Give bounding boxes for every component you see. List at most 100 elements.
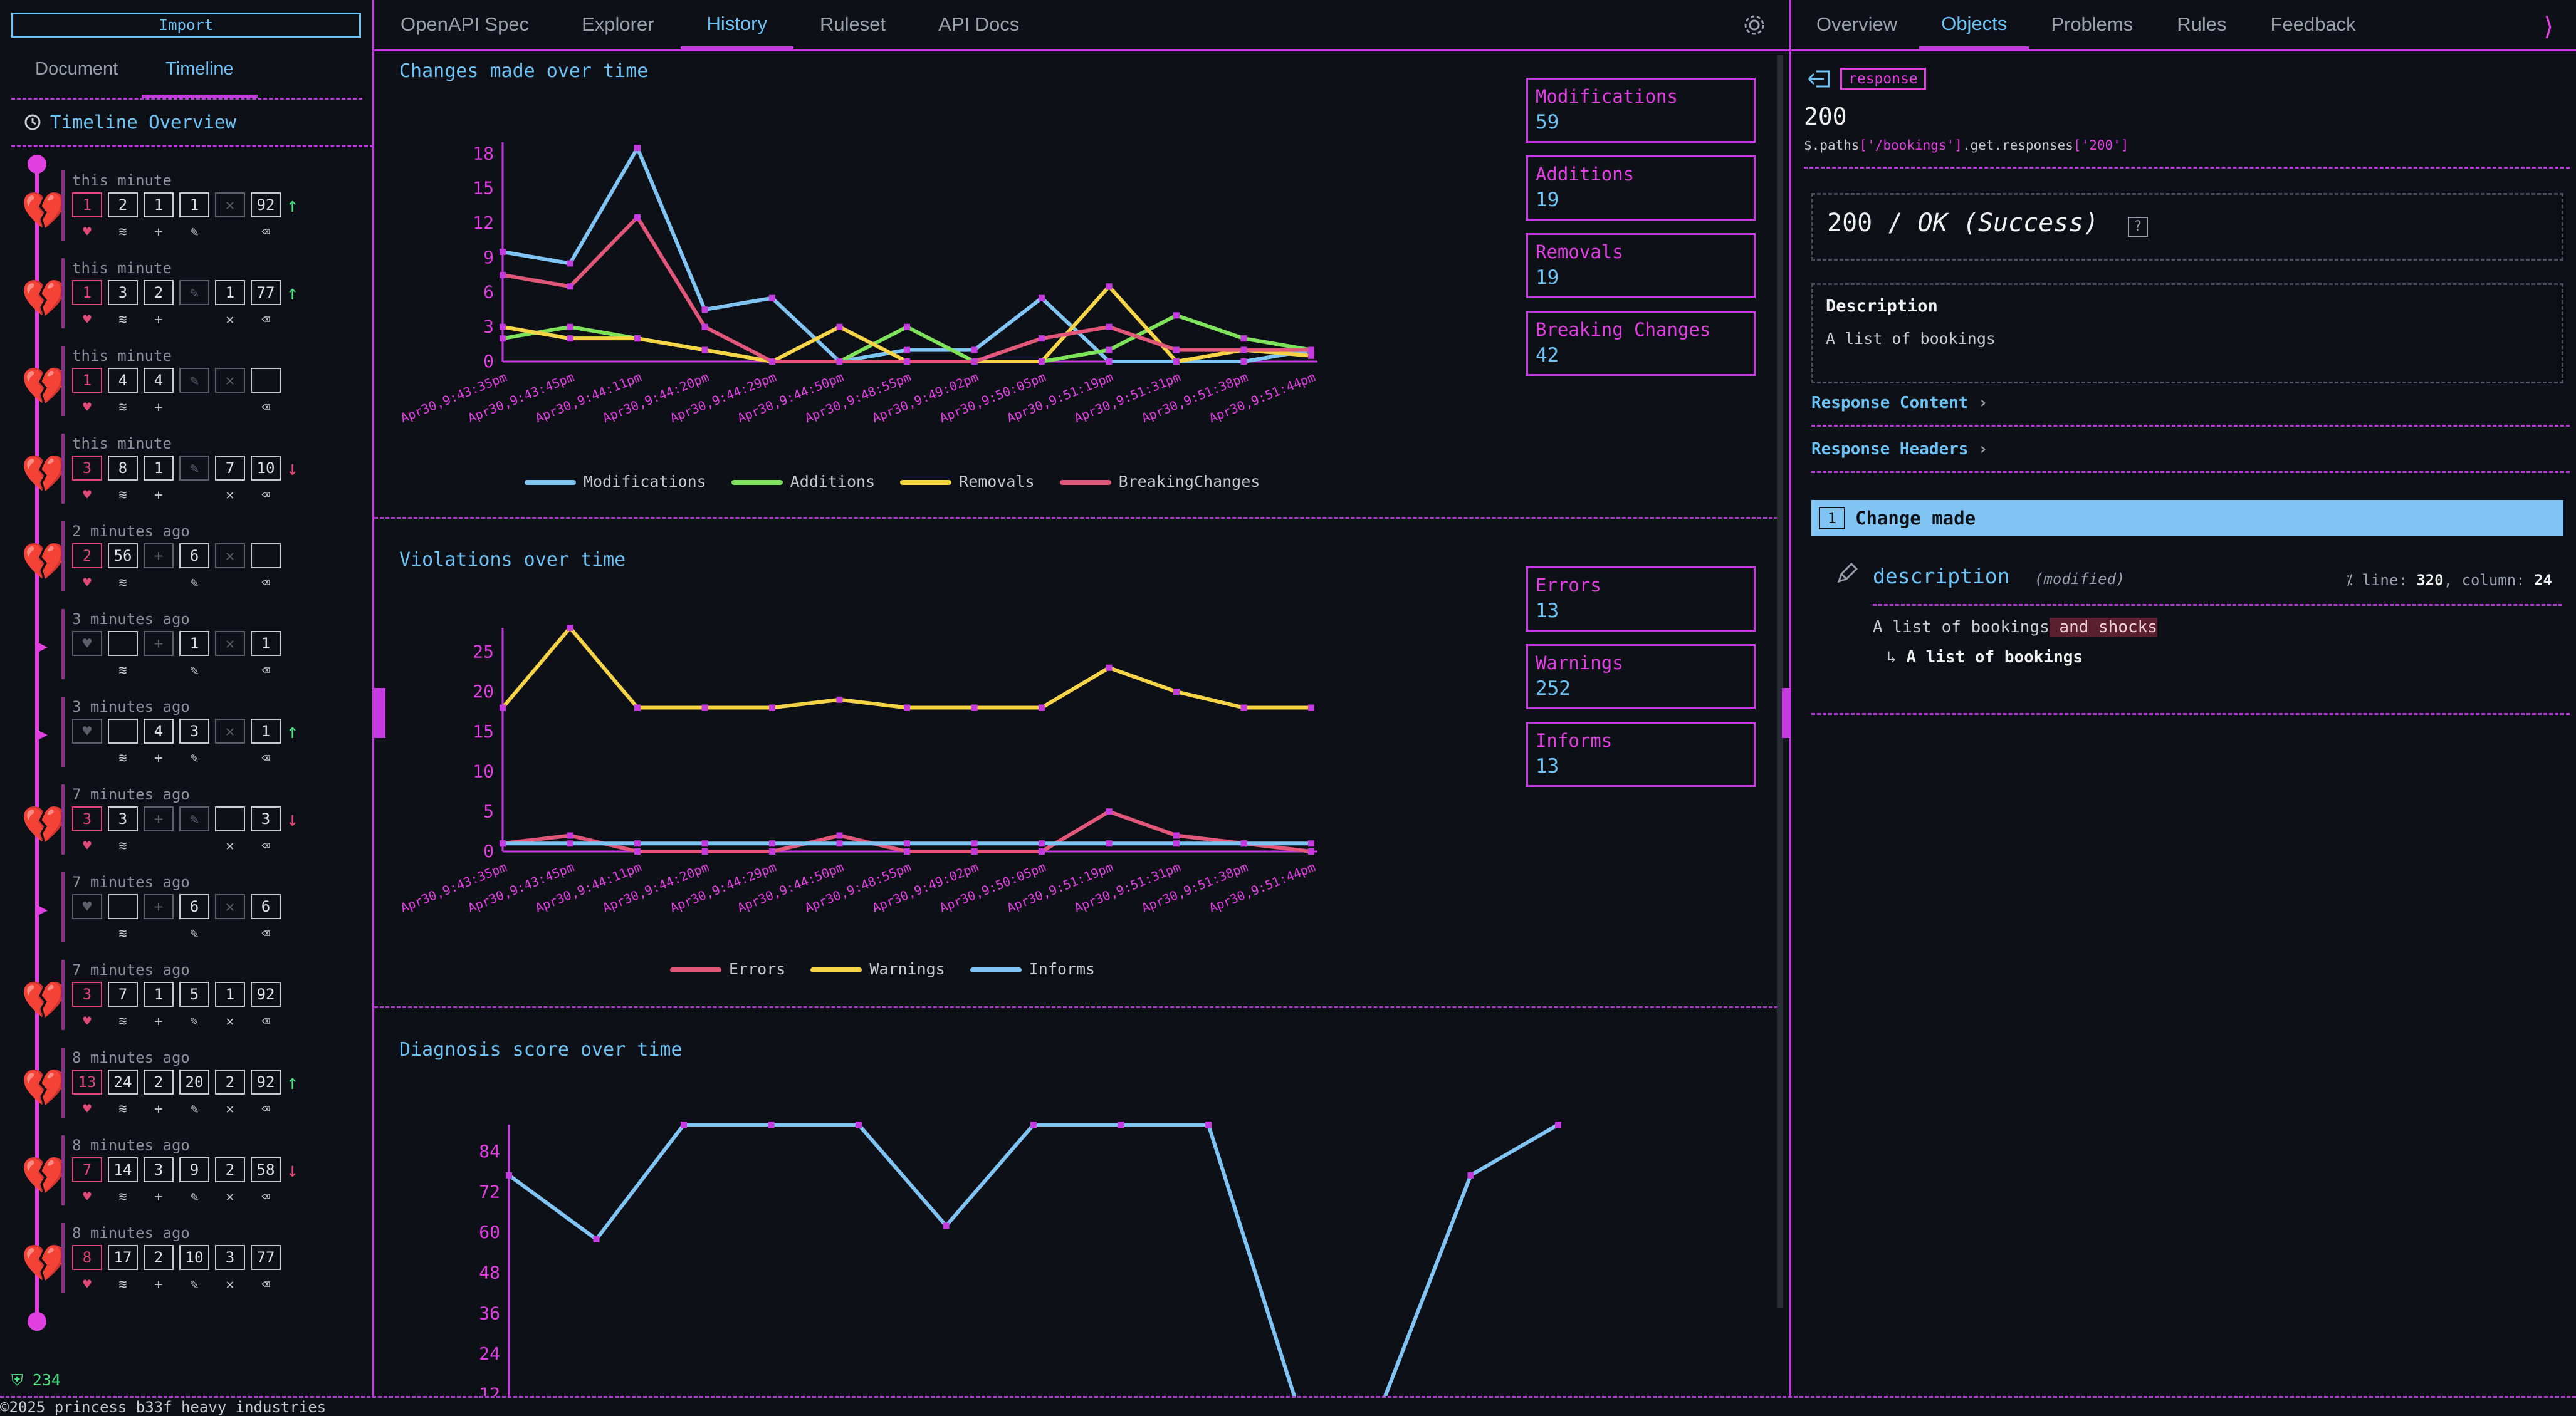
layers-icon: ≋ [118, 312, 127, 328]
data-point [1240, 335, 1247, 342]
empty-stat-cell: + [144, 543, 174, 568]
stat-cell: 56 [108, 543, 138, 568]
legend-item[interactable]: BreakingChanges [1059, 472, 1260, 491]
timeline-entry[interactable]: ▶ 3 minutes ago ♥ +1 ✕ 1 ≋ ✎ ⌫ [25, 603, 338, 690]
stat-value: 59 [1536, 111, 1559, 133]
resize-handle-left[interactable] [373, 688, 385, 738]
data-point [634, 145, 641, 152]
stat-cell: 4 [144, 719, 174, 744]
stat-cell: 1 [215, 982, 245, 1007]
data-point [634, 840, 641, 847]
change-count: 1 [1819, 507, 1845, 529]
data-point [701, 346, 708, 353]
stat-box: Warnings 252 [1526, 644, 1756, 709]
description-box: Description A list of bookings [1811, 283, 2563, 383]
timeline-entry[interactable]: 💔 7 minutes ago 3 3 + ✎ 3 ↓ ♥ ≋ ✕ ⌫ [21, 778, 338, 866]
entry-icons: ≋ ✎ ⌫ [72, 663, 281, 679]
chart-title: Diagnosis score over time [399, 1039, 683, 1061]
timeline-entry[interactable]: 💔 this minute 3 8 1 ✎ 7 10 ↓ ♥ ≋ + ✕ ⌫ [21, 427, 338, 515]
expand-triangle-icon[interactable]: ▶ [36, 723, 48, 745]
help-icon[interactable]: ? [2127, 216, 2148, 237]
entry-stats: 3 7 1 5 1 92 [72, 982, 281, 1007]
timeline-entry[interactable]: 💔 8 minutes ago 13 24 2 20 2 92 ↑ ♥ ≋ + ✎ ✕ ⌫ [21, 1041, 338, 1129]
tab-ruleset[interactable]: Ruleset [819, 13, 886, 35]
stat-value: 19 [1536, 189, 1559, 211]
tab-timeline[interactable]: Timeline [142, 44, 258, 98]
timeline-entry[interactable]: 💔 this minute 1 3 2 ✎ 1 77 ↑ ♥ ≋ + ✕ ⌫ [21, 252, 338, 340]
layers-icon: ≋ [118, 1277, 127, 1293]
stat-cell: 2 [144, 280, 174, 305]
stat-cell [251, 368, 281, 393]
empty-stat-cell: ✎ [179, 456, 209, 481]
collapse-icon[interactable]: ⟩ [2541, 13, 2557, 41]
legend-item[interactable]: Informs [970, 960, 1095, 978]
legend-item[interactable]: Errors [670, 960, 785, 978]
tab-explorer[interactable]: Explorer [582, 13, 654, 35]
entry-icons: ≋ ✎ ⌫ [72, 926, 281, 942]
stat-cell: 3 [215, 1245, 245, 1270]
data-point [701, 323, 708, 330]
expand-triangle-icon[interactable]: ▶ [36, 635, 48, 657]
tab-overview[interactable]: Overview [1816, 13, 1898, 35]
entry-bar [61, 960, 65, 1030]
tab-feedback[interactable]: Feedback [2270, 13, 2356, 35]
y-tick-label: 60 [479, 1222, 500, 1242]
stat-cell: 5 [179, 982, 209, 1007]
stat-box: Breaking Changes 42 [1526, 311, 1756, 376]
legend-item[interactable]: Warnings [810, 960, 945, 978]
tab-openapi-spec[interactable]: OpenAPI Spec [401, 13, 530, 35]
tab-problems[interactable]: Problems [2051, 13, 2134, 35]
data-point [1240, 840, 1247, 847]
data-point [943, 1222, 950, 1229]
legend-item[interactable]: Removals [900, 472, 1035, 491]
blank-icon [179, 838, 209, 854]
timeline-entry[interactable]: 💔 8 minutes ago 7 14 3 9 2 58 ↓ ♥ ≋ + ✎ ✕ ⌫ [21, 1129, 338, 1217]
data-point [1039, 704, 1045, 711]
back-icon[interactable] [1804, 68, 1831, 90]
tab-rules[interactable]: Rules [2177, 13, 2227, 35]
main-tabs: OpenAPI Spec Explorer History Ruleset AP… [374, 0, 1789, 51]
violations-chart-section: Violations over time 0 5 10 15 20 25 Apr30,9:4… [374, 540, 1777, 1007]
status-count: ⛨ 234 [11, 1371, 61, 1389]
legend-swatch [731, 480, 783, 485]
heart-icon: ♥ [83, 312, 92, 328]
response-headers-link[interactable]: Response Headers › [1811, 440, 1988, 459]
empty-stat-cell: ✕ [215, 368, 245, 393]
stat-cell: 2 [108, 192, 138, 217]
timeline-entry[interactable]: 💔 8 minutes ago 8 17 2 10 3 77 ♥ ≋ + ✎ ✕ ⌫ [21, 1217, 338, 1304]
response-content-link[interactable]: Response Content › [1811, 393, 1988, 412]
eraser-icon: ⌫ [261, 751, 270, 766]
change-made-bar[interactable]: 1 Change made [1811, 500, 2563, 536]
stat-cell: 1 [144, 456, 174, 481]
tab-objects[interactable]: Objects [1919, 0, 2029, 49]
stat-cell: 1 [144, 192, 174, 217]
broken-heart-icon: 💔 [21, 189, 67, 232]
timeline-entry[interactable]: 💔 7 minutes ago 3 7 1 5 1 92 ♥ ≋ + ✎ ✕ ⌫ [21, 954, 338, 1041]
tab-api-docs[interactable]: API Docs [938, 13, 1020, 35]
plus-icon: + [154, 751, 163, 766]
empty-stat-cell: + [144, 806, 174, 831]
legend-item[interactable]: Additions [731, 472, 875, 491]
timeline-entry[interactable]: ▶ 7 minutes ago ♥ +6 ✕ 6 ≋ ✎ ⌫ [25, 866, 338, 954]
timeline-entry[interactable]: 💔 this minute 1 2 1 1 ✕ 92 ↑ ♥ ≋ + ✎ ⌫ [21, 164, 338, 252]
timeline-entry[interactable]: 💔 this minute 1 4 4 ✎ ✕ ♥ ≋ + ⌫ [21, 340, 338, 427]
legend-item[interactable]: Modifications [525, 472, 706, 491]
data-point [1240, 704, 1247, 711]
import-button[interactable]: Import [11, 13, 361, 38]
scrollbar[interactable] [1777, 55, 1783, 1308]
timeline-entry[interactable]: ▶ 3 minutes ago ♥ 4 3 ✕ 1 ↑ ≋ + ✎ ⌫ [25, 690, 338, 778]
blank-icon [215, 663, 245, 679]
resize-handle-right[interactable] [1782, 688, 1791, 738]
gear-icon[interactable] [1743, 14, 1766, 36]
stat-cell: 2 [144, 1070, 174, 1095]
stat-cell: 7 [215, 456, 245, 481]
tab-history[interactable]: History [680, 0, 793, 49]
stat-cell: 2 [72, 543, 102, 568]
layers-icon: ≋ [118, 400, 127, 415]
clock-icon [24, 114, 41, 130]
stat-label: Errors [1536, 575, 1601, 596]
timeline-entry[interactable]: 💔 2 minutes ago 2 56 +6 ✕ ♥ ≋ ✎ ⌫ [21, 515, 338, 603]
expand-triangle-icon[interactable]: ▶ [36, 898, 48, 920]
tab-document[interactable]: Document [35, 59, 118, 79]
data-point [1308, 352, 1314, 359]
